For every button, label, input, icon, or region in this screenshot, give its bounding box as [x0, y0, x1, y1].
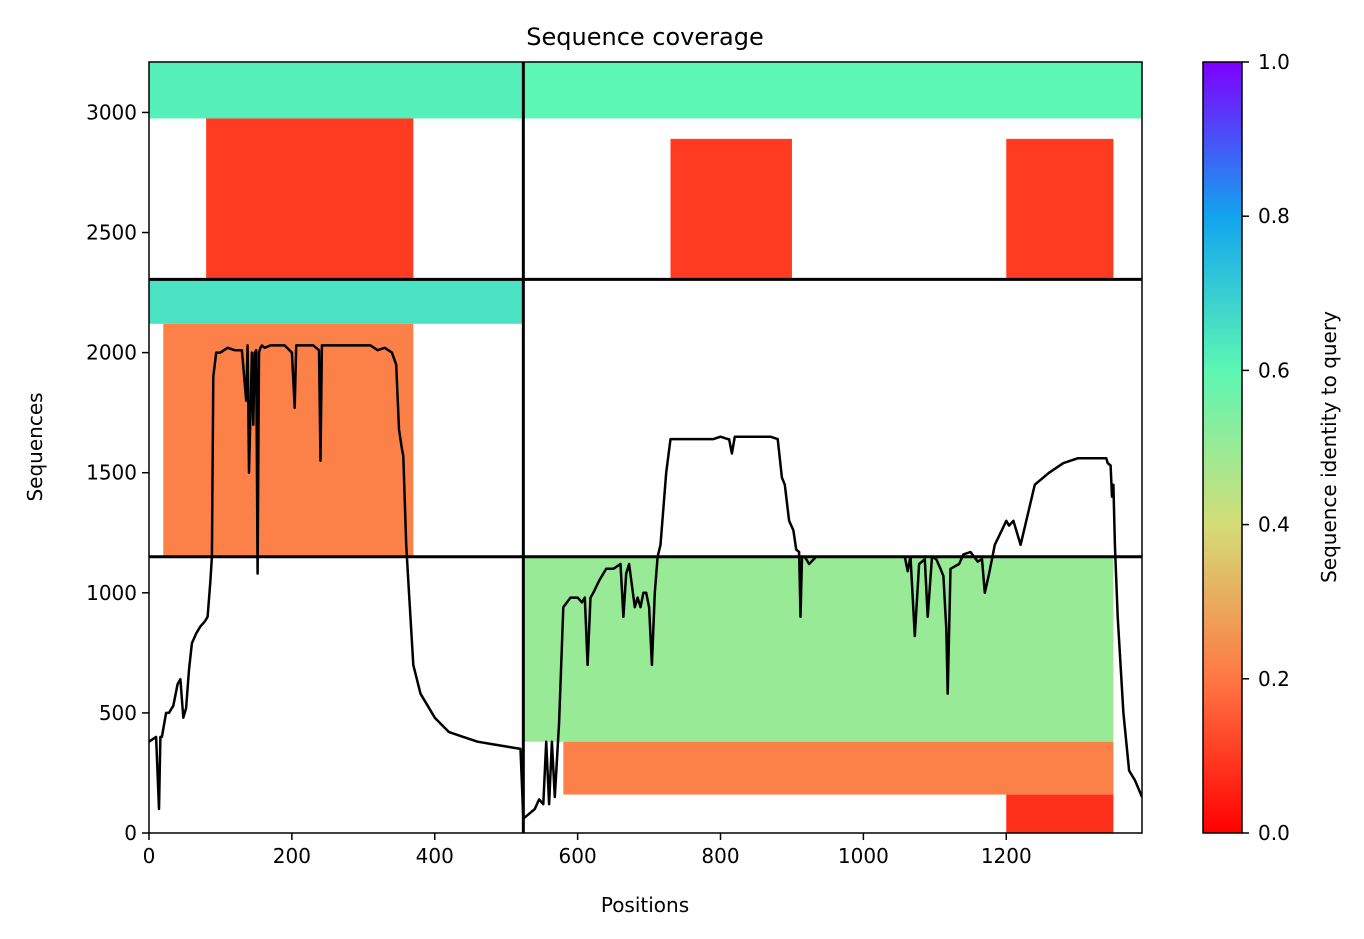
x-axis-label: Positions — [601, 893, 689, 917]
colorbar-tick-label: 0.8 — [1258, 204, 1290, 228]
colorbar — [1202, 61, 1243, 834]
identity-block — [1006, 794, 1114, 833]
y-tick-label: 2000 — [86, 341, 137, 365]
plot-area — [149, 62, 1142, 833]
colorbar-tick-label: 0.4 — [1258, 513, 1290, 537]
y-axis: 0 500 1000 1500 2000 2500 3000 — [86, 100, 149, 845]
y-tick-label: 3000 — [86, 100, 137, 124]
identity-block — [523, 62, 1142, 119]
x-tick-label: 1200 — [981, 844, 1032, 868]
x-tick-label: 0 — [143, 844, 156, 868]
colorbar-tick-label: 1.0 — [1258, 50, 1290, 74]
x-tick-label: 800 — [701, 844, 739, 868]
x-tick-label: 600 — [559, 844, 597, 868]
identity-block — [563, 741, 1114, 795]
colorbar-tick-label: 0.0 — [1258, 821, 1290, 845]
x-tick-label: 200 — [273, 844, 311, 868]
identity-blocks — [149, 62, 1142, 833]
colorbar-label: Sequence identity to query — [1317, 311, 1341, 583]
y-tick-label: 2500 — [86, 221, 137, 245]
y-tick-label: 500 — [99, 701, 137, 725]
colorbar-axis: 0.0 0.2 0.4 0.6 0.8 1.0 — [1242, 50, 1290, 845]
identity-block — [149, 279, 524, 324]
y-axis-label: Sequences — [23, 392, 47, 501]
identity-block — [670, 138, 792, 280]
identity-block — [1006, 138, 1114, 280]
identity-block — [163, 323, 414, 557]
identity-block — [206, 118, 414, 280]
plot-frame — [148, 61, 1143, 834]
y-tick-label: 1000 — [86, 581, 137, 605]
y-tick-label: 0 — [124, 821, 137, 845]
identity-block — [523, 556, 1114, 742]
coverage-line — [149, 344, 1142, 820]
chart-title: Sequence coverage — [526, 23, 763, 51]
x-tick-label: 1000 — [838, 844, 889, 868]
identity-block — [149, 62, 524, 119]
x-axis: 0 200 400 600 800 1000 1200 — [143, 833, 1032, 868]
colorbar-tick-label: 0.6 — [1258, 358, 1290, 382]
colorbar-tick-label: 0.2 — [1258, 667, 1290, 691]
y-tick-label: 1500 — [86, 461, 137, 485]
x-tick-label: 400 — [416, 844, 454, 868]
segment-separators — [149, 62, 1142, 833]
